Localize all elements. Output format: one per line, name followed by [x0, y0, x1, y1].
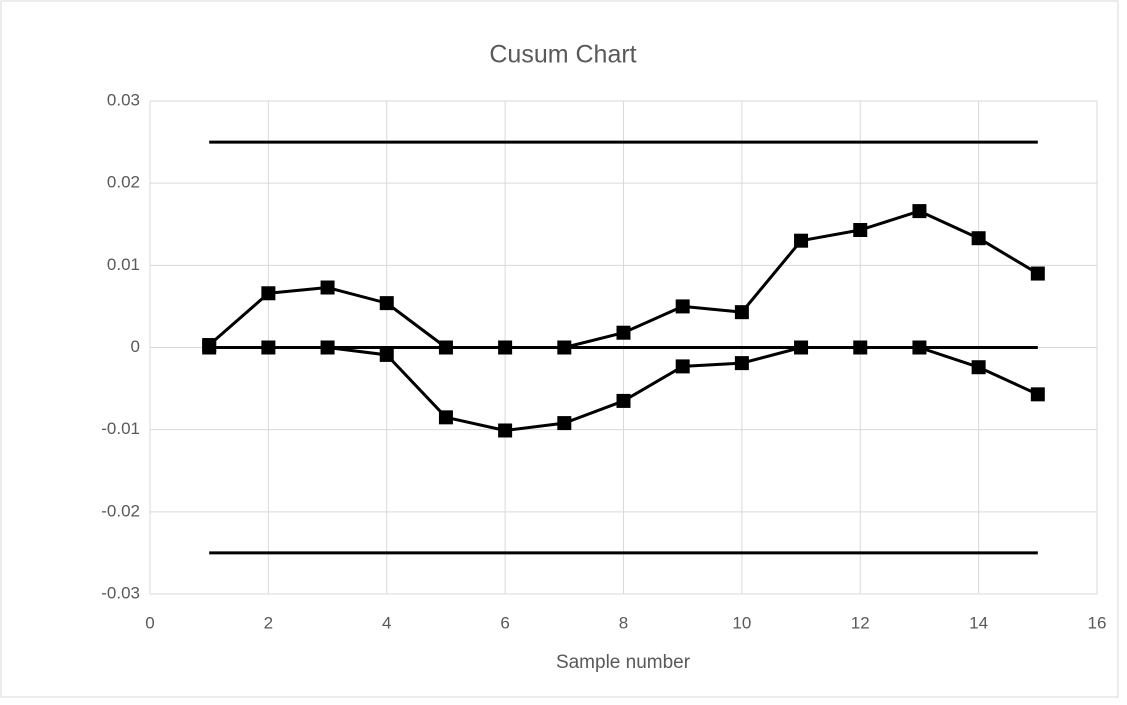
marker — [912, 340, 927, 355]
marker — [675, 359, 690, 374]
marker — [261, 286, 276, 301]
marker — [379, 296, 394, 311]
marker — [1030, 266, 1045, 281]
marker — [498, 340, 513, 355]
marker — [379, 347, 394, 362]
marker — [971, 360, 986, 375]
y-tick-label: 0.03 — [107, 90, 140, 109]
marks — [202, 140, 1045, 555]
marker — [971, 231, 986, 246]
marker — [498, 423, 513, 438]
x-tick-label: 12 — [851, 613, 870, 632]
y-tick-label: 0.01 — [107, 255, 140, 274]
marker — [734, 305, 749, 320]
y-tick-label: 0 — [131, 337, 140, 356]
marker — [320, 280, 335, 295]
marker — [675, 299, 690, 314]
marker — [853, 223, 868, 238]
x-tick-label: 14 — [969, 613, 988, 632]
chart-title: Cusum Chart — [489, 41, 636, 69]
x-tick-label: 16 — [1088, 613, 1107, 632]
y-tick-label: -0.03 — [101, 583, 140, 602]
marker — [557, 416, 572, 431]
x-tick-label: 0 — [145, 613, 154, 632]
marker — [1030, 387, 1045, 402]
marker — [557, 340, 572, 355]
x-tick-label: 8 — [619, 613, 628, 632]
marker — [912, 204, 927, 219]
marker — [616, 393, 631, 408]
marker — [438, 410, 453, 425]
marker — [853, 340, 868, 355]
marker — [438, 340, 453, 355]
marker — [202, 340, 217, 355]
x-tick-label: 2 — [264, 613, 273, 632]
y-tick-label: -0.01 — [101, 419, 140, 438]
y-tick-label: 0.02 — [107, 173, 140, 192]
y-tick-label: -0.02 — [101, 501, 140, 520]
marker — [734, 356, 749, 371]
marker — [794, 233, 809, 248]
x-tick-label: 10 — [732, 613, 751, 632]
marker — [261, 340, 276, 355]
marker — [616, 325, 631, 340]
marker — [794, 340, 809, 355]
x-tick-label: 4 — [382, 613, 391, 632]
marker — [320, 340, 335, 355]
x-tick-label: 6 — [500, 613, 509, 632]
x-axis-label: Sample number — [556, 652, 691, 673]
